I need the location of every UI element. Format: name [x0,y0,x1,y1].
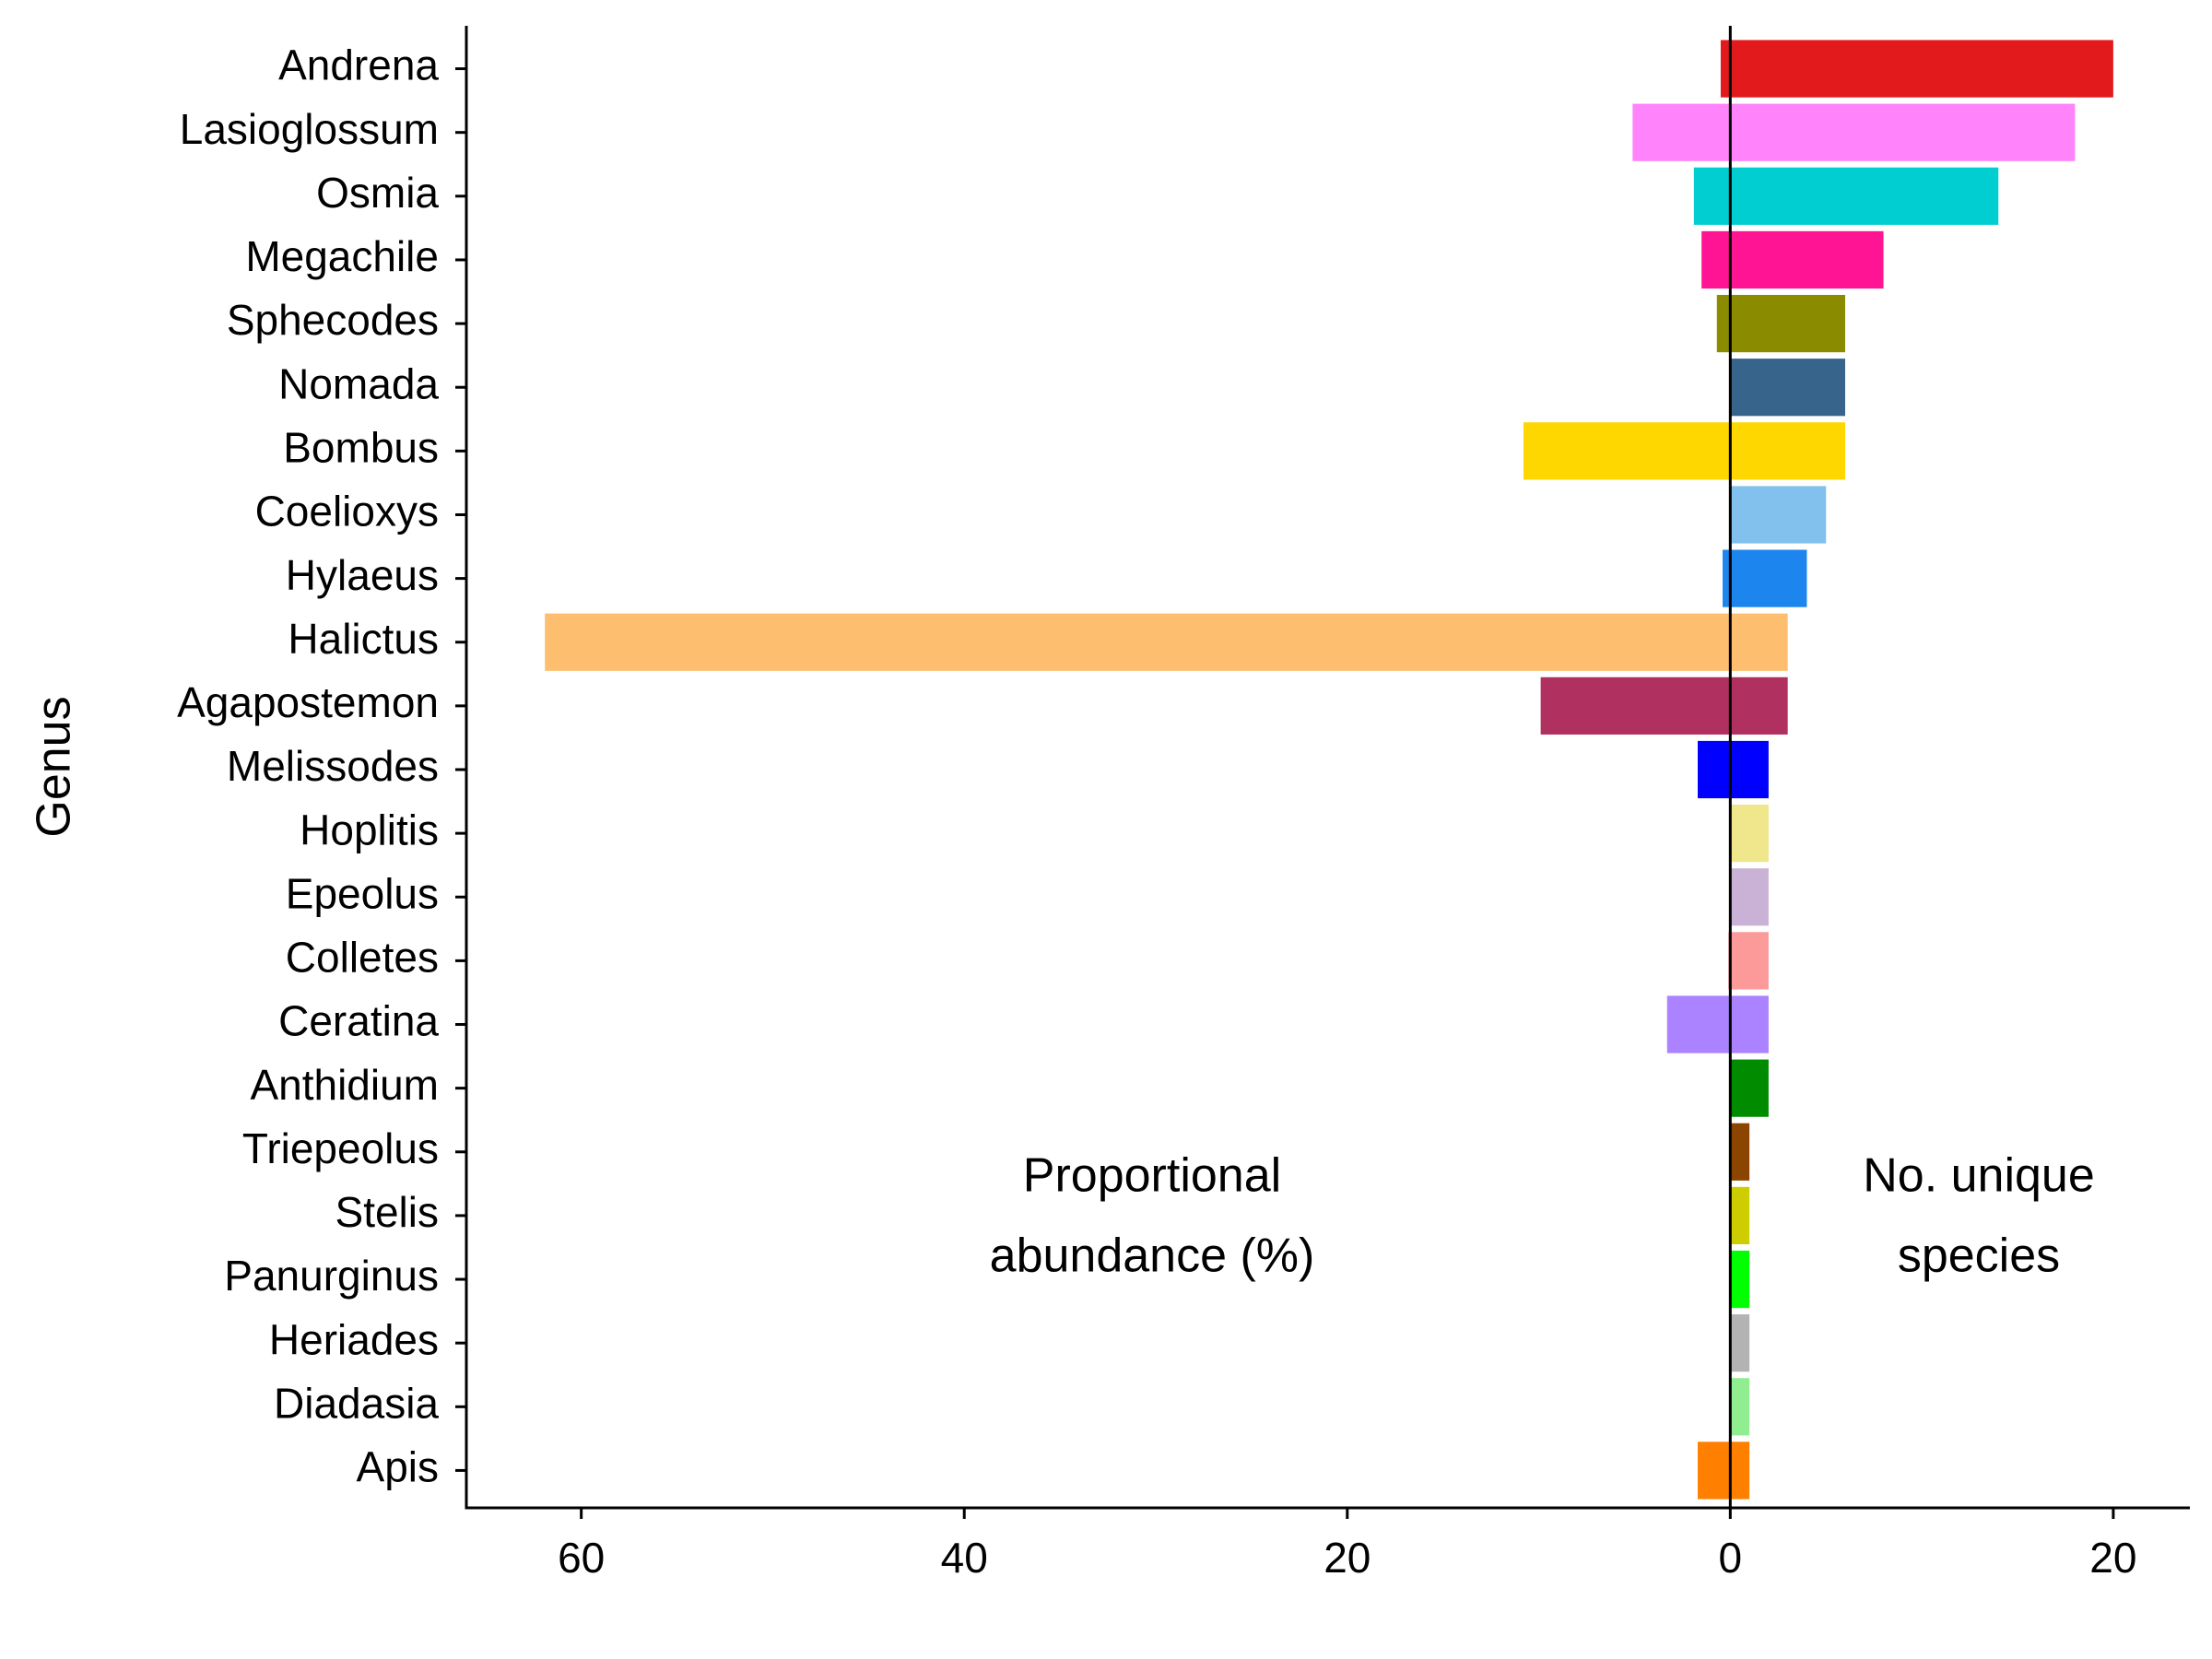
bar [1701,230,1731,289]
y-tick-label: Ceratina [278,997,439,1045]
y-tick-label: Sphecodes [227,296,439,344]
y-tick-label: Coelioxys [255,488,439,535]
bar [1730,1441,1750,1500]
bar [1730,1059,1769,1117]
y-tick-label: Halictus [288,615,439,663]
y-tick-label: Panurginus [224,1252,439,1300]
bar [1730,230,1884,289]
bar [1730,103,2076,161]
y-tick-label: Heriades [269,1315,439,1363]
x-tick-label: 0 [1719,1534,1743,1582]
x-tick-label: 20 [2089,1534,2136,1582]
y-tick-label: Triepeolus [242,1124,439,1172]
y-tick-label: Nomada [278,359,439,407]
bar [1716,294,1731,353]
bar [1540,677,1731,735]
bar [1730,1314,1750,1372]
bar [1730,995,1769,1053]
y-tick-label: Stelis [335,1188,439,1236]
y-tick-label: Apis [357,1443,439,1491]
bar [1730,932,1769,990]
bar [1730,805,1769,863]
y-tick-label: Bombus [283,424,439,472]
bar [545,613,1731,671]
bar [1730,1250,1750,1309]
series-annotation: Proportional [1023,1149,1281,1203]
y-tick-label: Megachile [245,232,439,280]
bar [1730,422,1845,480]
x-tick-label: 60 [558,1534,605,1582]
bar [1698,1441,1731,1500]
x-tick-label: 20 [1324,1534,1371,1582]
bar [1730,1378,1750,1436]
y-tick-label: Colletes [286,934,439,982]
y-tick-label: Anthidium [250,1061,439,1109]
bar [1730,740,1769,799]
bar [1730,1186,1750,1245]
series-annotation: abundance (%) [990,1230,1315,1283]
y-tick-label: Hoplitis [300,806,439,853]
bar [1730,1123,1750,1181]
bar [1730,359,1845,417]
bar [1698,740,1731,799]
bar [1730,486,1827,544]
y-tick-label: Lasioglossum [180,105,439,153]
y-tick-label: Andrena [278,41,439,89]
y-tick-label: Agapostemon [177,678,439,726]
bar [1730,40,2113,98]
bar [1730,613,1788,671]
bar [1720,40,1731,98]
y-tick-label: Osmia [316,169,439,217]
bar [1730,549,1807,607]
bar [1666,995,1731,1053]
y-tick-label: Melissodes [227,742,439,790]
bar [1730,677,1788,735]
bar [1730,294,1845,353]
y-axis-title: Genus [28,696,81,837]
bar [1730,167,1999,225]
bar [1523,422,1731,480]
y-tick-label: Epeolus [286,869,439,917]
y-tick-label: Diadasia [274,1379,439,1427]
series-annotation: species [1898,1230,2060,1283]
bar [1632,103,1731,161]
bar [1723,549,1731,607]
x-tick-label: 40 [941,1534,988,1582]
bar [1693,167,1731,225]
series-annotation: No. unique [1863,1149,2095,1203]
y-tick-label: Hylaeus [286,551,439,599]
bar [1730,868,1769,926]
